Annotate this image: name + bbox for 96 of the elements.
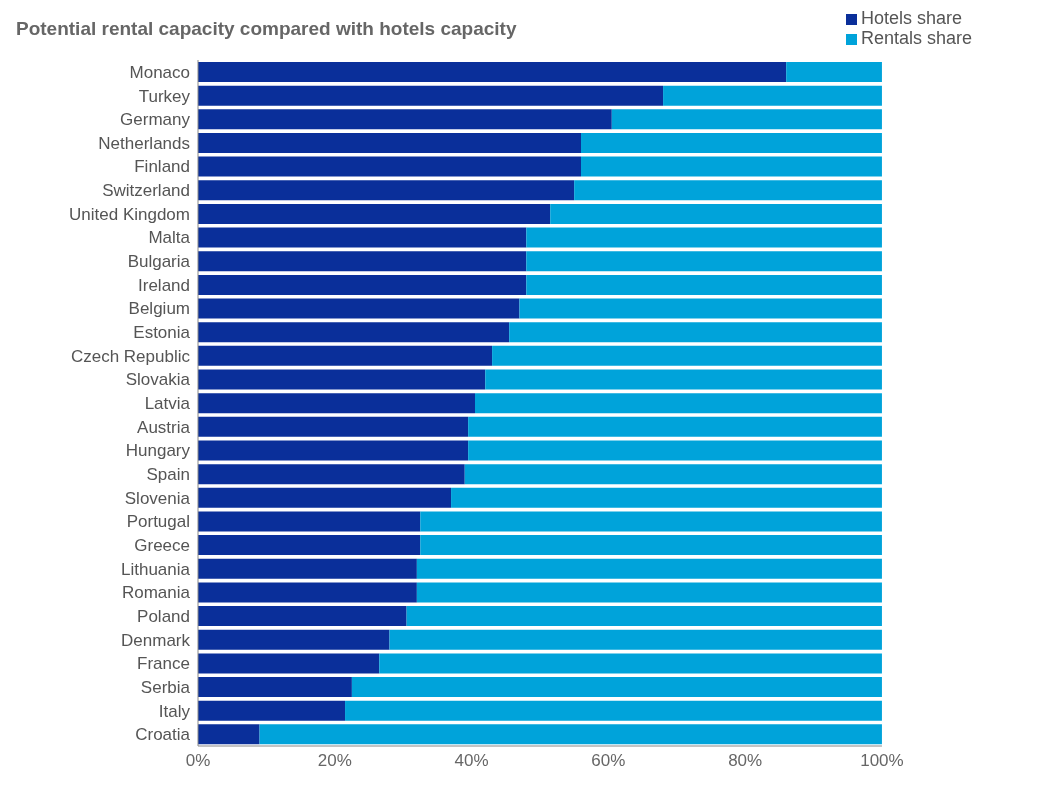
y-tick-label: Poland	[137, 606, 190, 626]
bar	[198, 677, 352, 698]
bar	[379, 653, 882, 674]
bar	[198, 393, 475, 414]
bar	[198, 558, 417, 579]
bar	[198, 109, 612, 130]
bar	[468, 440, 882, 461]
bar	[492, 345, 882, 366]
bar	[485, 369, 882, 390]
y-tick-label: Spain	[146, 465, 190, 484]
y-tick-label: Monaco	[129, 62, 190, 82]
bar	[198, 724, 260, 745]
bar	[581, 132, 882, 153]
bar	[351, 677, 882, 698]
bar	[198, 298, 520, 319]
x-tick-label: 60%	[591, 751, 626, 771]
bar	[526, 274, 882, 295]
bar	[198, 535, 421, 556]
bar	[416, 582, 882, 603]
bar	[464, 464, 882, 485]
chart-title: Potential rental capacity compared with hotels capacity	[16, 18, 517, 40]
y-tick-label: Turkey	[138, 86, 191, 106]
bar	[786, 62, 882, 82]
bar	[663, 85, 882, 106]
x-tick-label: 0%	[185, 751, 211, 771]
bar	[198, 62, 787, 82]
bar	[468, 416, 882, 437]
bar	[198, 653, 380, 674]
y-tick-label: France	[137, 654, 190, 674]
bar	[420, 535, 882, 556]
bar	[198, 203, 551, 224]
bar	[198, 700, 346, 721]
bar	[526, 227, 882, 248]
bar	[526, 251, 882, 272]
bar	[345, 700, 882, 721]
bar	[198, 606, 407, 627]
bar	[198, 85, 664, 106]
bar	[198, 274, 527, 295]
y-tick-label: Switzerland	[102, 181, 190, 201]
y-tick-label: Belgium	[128, 299, 190, 319]
y-tick-label: Bulgaria	[127, 252, 191, 272]
y-tick-label: Ireland	[138, 275, 190, 295]
bar	[198, 511, 421, 532]
bar	[198, 440, 469, 461]
bar	[198, 322, 510, 343]
y-tick-label: Denmark	[121, 630, 191, 650]
bar	[389, 629, 882, 650]
bar	[611, 109, 882, 130]
y-tick-label: Hungary	[125, 441, 191, 461]
y-tick-label: Latvia	[144, 394, 191, 414]
y-tick-label: Finland	[134, 157, 190, 177]
y-tick-label: Estonia	[133, 323, 191, 343]
y-tick-label: Greece	[134, 535, 190, 555]
bar	[198, 180, 575, 201]
bar	[406, 606, 882, 627]
bar	[574, 180, 882, 201]
bar	[198, 582, 417, 603]
y-tick-label: Romania	[121, 583, 191, 603]
bar	[519, 298, 882, 319]
y-tick-label: Croatia	[135, 725, 191, 745]
bar	[550, 203, 882, 224]
y-tick-label: Austria	[137, 417, 191, 437]
bar	[451, 487, 882, 508]
bar	[198, 132, 582, 153]
bar	[198, 416, 469, 437]
y-tick-label: Lithuania	[120, 559, 191, 579]
y-tick-label: Germany	[120, 110, 191, 130]
bar	[416, 558, 882, 579]
y-tick-label: Slovenia	[124, 488, 191, 508]
bar	[259, 724, 882, 745]
bar	[198, 345, 493, 366]
x-tick-label: 80%	[728, 751, 763, 771]
bar	[198, 464, 465, 485]
y-tick-label: Serbia	[140, 677, 191, 697]
bar	[474, 393, 882, 414]
bar	[198, 251, 527, 272]
legend-label: Rentals share	[860, 28, 972, 48]
y-tick-label: Italy	[158, 701, 191, 721]
bar	[198, 369, 486, 390]
bar	[198, 487, 452, 508]
x-tick-label: 40%	[454, 751, 489, 771]
bar	[198, 227, 527, 248]
y-tick-label: Czech Republic	[70, 346, 191, 366]
bar	[509, 322, 882, 343]
bar	[198, 156, 582, 177]
y-tick-label: Slovakia	[125, 370, 191, 390]
y-tick-label: Netherlands	[98, 133, 190, 153]
bar	[581, 156, 882, 177]
bar	[420, 511, 882, 532]
y-tick-label: Portugal	[126, 512, 190, 532]
bar	[198, 629, 390, 650]
x-tick-label: 20%	[317, 751, 352, 771]
x-tick-label: 100%	[860, 751, 904, 771]
legend-label: Hotels share	[860, 8, 962, 28]
y-tick-label: Malta	[148, 228, 191, 248]
y-tick-label: United Kingdom	[69, 204, 190, 224]
